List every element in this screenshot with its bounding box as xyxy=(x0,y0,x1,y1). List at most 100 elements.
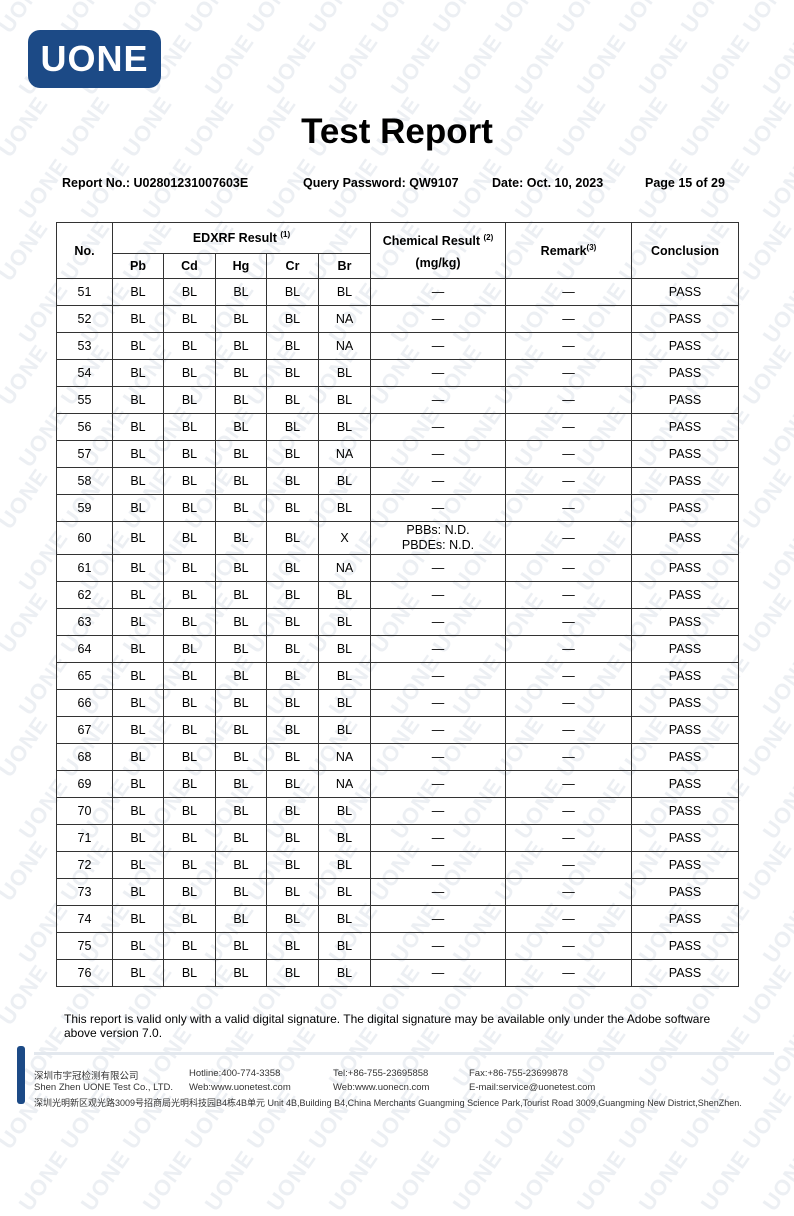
result-pb: BL xyxy=(112,581,164,609)
result-hg: BL xyxy=(215,332,267,360)
table-row: 61 BL BL BL BL NA — — PASS xyxy=(56,554,739,582)
chemical-result-line: — xyxy=(431,365,445,380)
watermark-text: UONE xyxy=(737,463,794,534)
row-number: 67 xyxy=(56,716,113,744)
result-pb: BL xyxy=(112,521,164,555)
email[interactable]: E-mail:service@uonetest.com xyxy=(469,1082,596,1093)
result-cr: BL xyxy=(266,305,319,333)
row-number: 69 xyxy=(56,770,113,798)
watermark-text: UONE xyxy=(695,29,755,100)
chemical-result-line: — xyxy=(431,830,445,845)
remark: — xyxy=(505,743,632,771)
chemical-result-line: — xyxy=(431,776,445,791)
result-pb: BL xyxy=(112,878,164,906)
table-row: 66 BL BL BL BL BL — — PASS xyxy=(56,689,739,717)
result-hg: BL xyxy=(215,386,267,414)
result-pb: BL xyxy=(112,743,164,771)
conclusion: PASS xyxy=(631,797,739,825)
row-number: 61 xyxy=(56,554,113,582)
header-br: Br xyxy=(318,253,371,279)
conclusion: PASS xyxy=(631,581,739,609)
chemical-result-line: — xyxy=(431,284,445,299)
result-pb: BL xyxy=(112,662,164,690)
result-cr: BL xyxy=(266,878,319,906)
watermark-text: UONE xyxy=(385,29,445,100)
watermark-text: UONE xyxy=(0,959,53,1030)
header-chemical: Chemical Result (2) (mg/kg) xyxy=(370,222,506,279)
chemical-result: — xyxy=(370,386,506,414)
watermark-text: UONE xyxy=(509,1145,569,1216)
chemical-result: — xyxy=(370,878,506,906)
conclusion: PASS xyxy=(631,824,739,852)
watermark-text: UONE xyxy=(633,29,693,100)
chemical-result: — xyxy=(370,797,506,825)
remark: — xyxy=(505,770,632,798)
watermark-text: UONE xyxy=(323,1145,383,1216)
remark: — xyxy=(505,878,632,906)
remark: — xyxy=(505,797,632,825)
watermark-text: UONE xyxy=(489,1083,549,1154)
result-br: BL xyxy=(318,905,371,933)
remark: — xyxy=(505,905,632,933)
result-br: BL xyxy=(318,467,371,495)
conclusion: PASS xyxy=(631,440,739,468)
result-pb: BL xyxy=(112,386,164,414)
remark: — xyxy=(505,332,632,360)
chemical-result: — xyxy=(370,359,506,387)
watermark-text: UONE xyxy=(303,1083,363,1154)
row-number: 54 xyxy=(56,359,113,387)
watermark-text: UONE xyxy=(447,1145,507,1216)
chemical-result-line: — xyxy=(431,695,445,710)
chemical-result: — xyxy=(370,689,506,717)
conclusion: PASS xyxy=(631,716,739,744)
watermark-text: UONE xyxy=(0,587,53,658)
watermark-text: UONE xyxy=(551,1083,611,1154)
result-cr: BL xyxy=(266,770,319,798)
result-cr: BL xyxy=(266,635,319,663)
website-2[interactable]: Web:www.uonecn.com xyxy=(333,1082,430,1093)
fax: Fax:+86-755-23699878 xyxy=(469,1068,569,1079)
result-br: BL xyxy=(318,359,371,387)
result-cd: BL xyxy=(163,878,216,906)
chemical-result-line: — xyxy=(431,857,445,872)
result-cd: BL xyxy=(163,689,216,717)
logo-text: UONE xyxy=(40,38,149,79)
query-password: Query Password: QW9107 xyxy=(303,176,459,190)
row-number: 64 xyxy=(56,635,113,663)
watermark-text: UONE xyxy=(179,0,239,38)
watermark-text: UONE xyxy=(13,1145,73,1216)
remark: — xyxy=(505,662,632,690)
header-remark: Remark(3) xyxy=(505,222,632,279)
row-number: 65 xyxy=(56,662,113,690)
website-1[interactable]: Web:www.uonetest.com xyxy=(189,1082,291,1093)
result-cd: BL xyxy=(163,305,216,333)
result-pb: BL xyxy=(112,467,164,495)
chemical-result: — xyxy=(370,716,506,744)
conclusion: PASS xyxy=(631,905,739,933)
result-pb: BL xyxy=(112,440,164,468)
result-cr: BL xyxy=(266,521,319,555)
chemical-result: — xyxy=(370,554,506,582)
watermark-text: UONE xyxy=(241,1083,301,1154)
watermark-text: UONE xyxy=(0,1083,53,1154)
result-cr: BL xyxy=(266,494,319,522)
chemical-result-line: — xyxy=(431,911,445,926)
remark: — xyxy=(505,554,632,582)
conclusion: PASS xyxy=(631,467,739,495)
watermark-text: UONE xyxy=(261,1145,321,1216)
result-hg: BL xyxy=(215,305,267,333)
watermark-text: UONE xyxy=(737,587,794,658)
watermark-text: UONE xyxy=(323,29,383,100)
watermark-text: UONE xyxy=(737,215,794,286)
header-conclusion: Conclusion xyxy=(631,222,739,279)
result-pb: BL xyxy=(112,359,164,387)
watermark-text: UONE xyxy=(757,649,794,720)
result-pb: BL xyxy=(112,797,164,825)
watermark-text: UONE xyxy=(117,1083,177,1154)
table-row: 76 BL BL BL BL BL — — PASS xyxy=(56,959,739,987)
report-date: Date: Oct. 10, 2023 xyxy=(492,176,604,190)
table-row: 67 BL BL BL BL BL — — PASS xyxy=(56,716,739,744)
result-pb: BL xyxy=(112,689,164,717)
result-cd: BL xyxy=(163,467,216,495)
result-hg: BL xyxy=(215,278,267,306)
